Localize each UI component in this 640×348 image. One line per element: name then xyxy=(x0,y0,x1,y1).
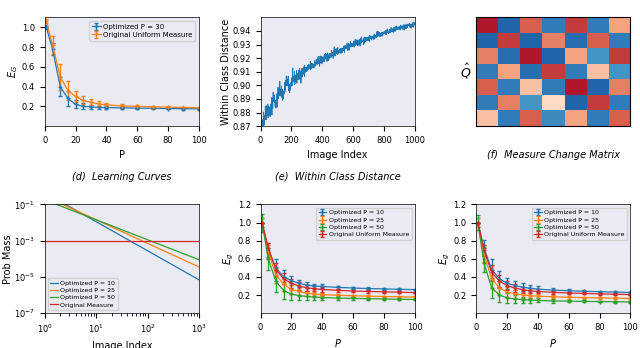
Line: Optimized P = 25: Optimized P = 25 xyxy=(45,196,199,267)
Optimized P = 25 xyxy=(177,256,184,261)
Optimized P = 25 xyxy=(190,262,198,267)
Optimized P = 50 xyxy=(41,198,49,202)
X-axis label: Image Index: Image Index xyxy=(92,341,152,348)
X-axis label: Image Index: Image Index xyxy=(307,150,368,160)
Optimized P = 50 xyxy=(145,238,152,242)
Optimized P = 25 xyxy=(41,194,49,198)
Optimized P = 10 xyxy=(187,273,195,277)
Y-axis label: $E_G$: $E_G$ xyxy=(6,65,20,78)
X-axis label: $P$: $P$ xyxy=(333,338,342,348)
Optimized P = 50 xyxy=(189,255,197,260)
Y-axis label: $E_g$: $E_g$ xyxy=(438,253,452,265)
Optimized P = 25 xyxy=(187,261,195,265)
X-axis label: P: P xyxy=(119,150,125,160)
Optimized P = 50 xyxy=(187,254,195,259)
Text: (f)  Measure Change Matrix: (f) Measure Change Matrix xyxy=(487,150,620,160)
Optimized P = 10 xyxy=(195,278,203,282)
Y-axis label: $\hat{Q}$: $\hat{Q}$ xyxy=(460,62,471,81)
Text: (d)  Learning Curves: (d) Learning Curves xyxy=(72,172,172,182)
Optimized P = 50 xyxy=(177,251,184,255)
Optimized P = 10 xyxy=(41,191,49,195)
Optimized P = 10 xyxy=(190,275,198,279)
Optimized P = 10 xyxy=(189,275,197,279)
Optimized P = 25 xyxy=(145,242,152,246)
Optimized P = 25 xyxy=(189,262,197,267)
Optimized P = 50 xyxy=(195,258,203,262)
Optimized P = 25 xyxy=(195,265,203,269)
Optimized P = 10 xyxy=(145,249,152,253)
Y-axis label: Within Class Distance: Within Class Distance xyxy=(221,19,231,125)
Text: (e)  Within Class Distance: (e) Within Class Distance xyxy=(275,172,401,182)
Optimized P = 25 xyxy=(175,255,182,260)
Legend: Optimized P = 10, Optimized P = 25, Optimized P = 50, Original Uniform Measure: Optimized P = 10, Optimized P = 25, Opti… xyxy=(532,207,627,240)
Legend: Optimized P = 10, Optimized P = 25, Optimized P = 50, Original Measure: Optimized P = 10, Optimized P = 25, Opti… xyxy=(48,278,118,310)
Y-axis label: Prob Mass: Prob Mass xyxy=(3,234,13,284)
Line: Optimized P = 50: Optimized P = 50 xyxy=(45,200,199,260)
Legend: Optimized P = 10, Optimized P = 25, Optimized P = 50, Original Uniform Measure: Optimized P = 10, Optimized P = 25, Opti… xyxy=(316,207,412,240)
Line: Optimized P = 10: Optimized P = 10 xyxy=(45,193,199,280)
Optimized P = 50 xyxy=(175,250,182,254)
X-axis label: $P$: $P$ xyxy=(549,338,557,348)
Optimized P = 50 xyxy=(190,256,198,260)
Y-axis label: $E_g$: $E_g$ xyxy=(222,253,236,265)
Legend: Optimized P = 30, Original Uniform Measure: Optimized P = 30, Original Uniform Measu… xyxy=(90,21,195,40)
Optimized P = 10 xyxy=(175,266,182,270)
Original Measure xyxy=(41,239,49,243)
Optimized P = 10 xyxy=(177,267,184,271)
